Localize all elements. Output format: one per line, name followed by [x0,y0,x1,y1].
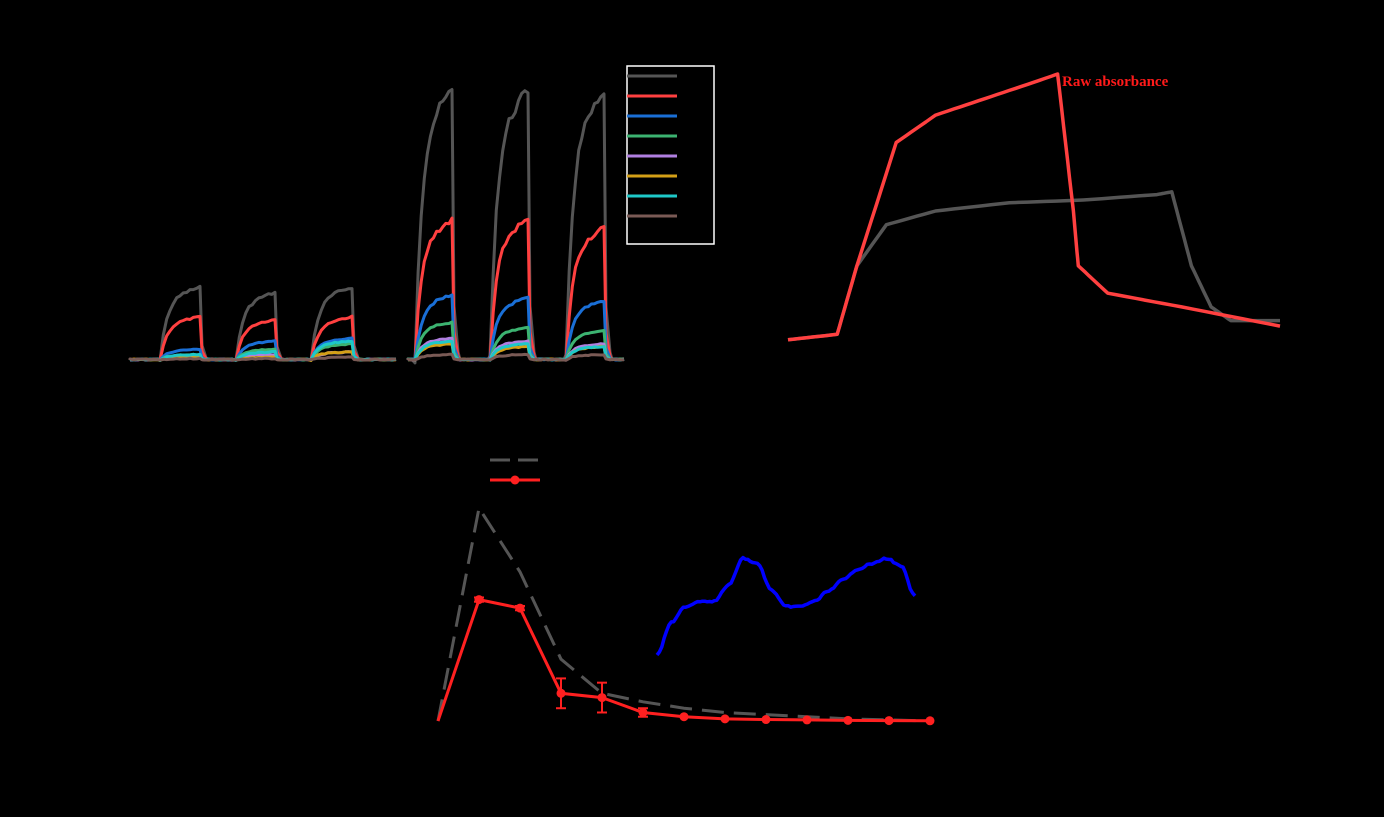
trace-1-segment-1 [406,216,625,362]
absorbance-trace-0 [787,72,1281,342]
trace-6-segment-0 [128,339,397,362]
trace-0-segment-1 [406,88,625,365]
trace-7-segment-0 [128,355,397,362]
bottom-chart [436,504,935,726]
data-point-1 [474,595,484,605]
data-point-6 [679,712,689,722]
trace-6-segment-1 [406,339,625,362]
dashed-series-line [436,504,931,723]
trace-2-segment-0 [128,336,397,362]
data-point-2 [515,603,525,613]
data-point-11 [884,716,894,726]
data-point-5 [638,707,648,717]
data-point-9 [802,715,812,725]
inset-spectrum-line [655,555,917,657]
data-point-3 [556,688,566,698]
bottom-legend [490,458,540,485]
raw-absorbance-label: Raw absorbance [1062,74,1169,90]
trace-3-segment-1 [406,320,625,362]
inset-chart [655,555,917,657]
top-right-chart: Raw absorbance [787,72,1281,342]
legend-marker-dot [510,475,520,485]
data-point-4 [597,693,607,703]
top-left-chart [128,88,625,365]
data-point-7 [720,714,730,724]
data-point-12 [925,716,935,726]
absorbance-trace-1 [787,190,1280,342]
trace-0-segment-0 [129,284,396,362]
data-point-8 [761,715,771,725]
top-left-legend [626,65,715,245]
trace-1-segment-0 [128,314,397,362]
trace-2-segment-1 [406,293,625,362]
trace-7-segment-1 [406,352,624,362]
data-point-10 [843,715,853,725]
trace-4-segment-1 [406,336,625,362]
marker-series-line [436,597,931,723]
